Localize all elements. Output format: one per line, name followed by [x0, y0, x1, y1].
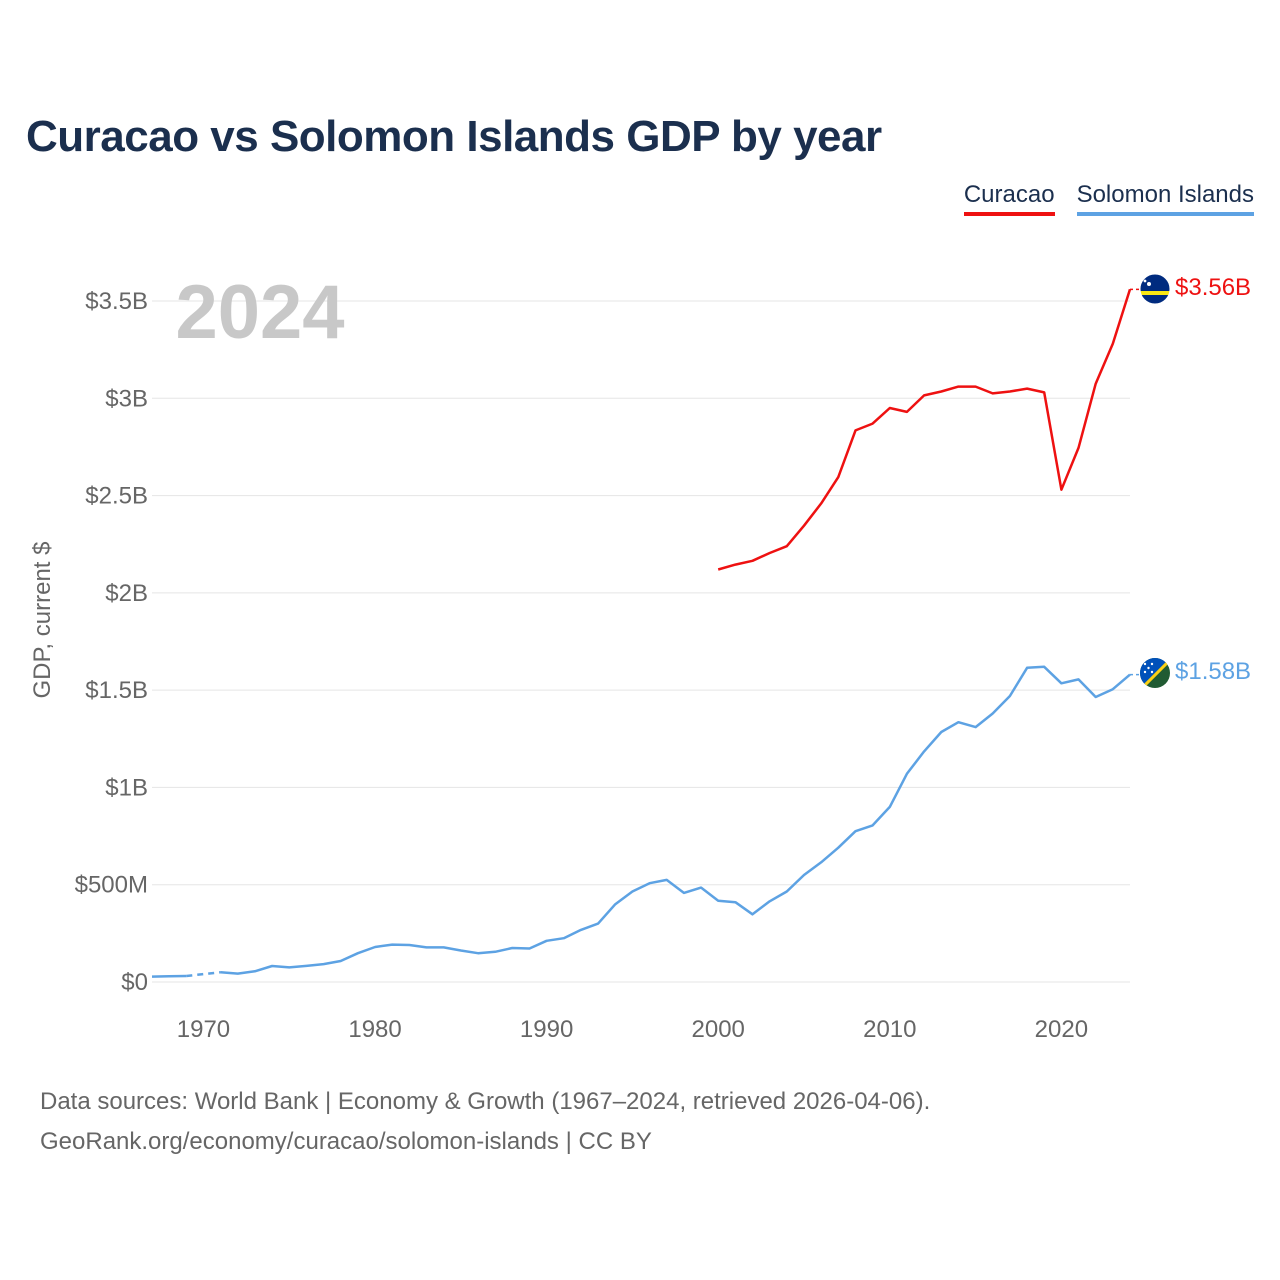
end-value-label-solomon-islands: $1.58B	[1175, 658, 1251, 685]
footer: Data sources: World Bank | Economy & Gro…	[40, 1082, 930, 1162]
series-line-curacao	[717, 288, 1132, 571]
series-line-solomon-islands	[220, 665, 1131, 975]
grid-lines	[152, 300, 1130, 983]
year-watermark: 2024	[175, 270, 344, 355]
y-tick-label: $3.5B	[85, 288, 148, 315]
x-tick-label: 2020	[1035, 1016, 1088, 1043]
x-axis-ticks: 1970 1980 1990 2000 2010 2020	[177, 1016, 1088, 1043]
y-tick-label: $2.5B	[85, 483, 148, 510]
series-lines	[151, 288, 1140, 978]
x-tick-label: 1970	[177, 1016, 230, 1043]
gdp-line-chart: $0 $500M $1B $1.5B $2B $2.5B $3B $3.5B 1970 1980…	[29, 270, 1251, 1043]
y-tick-label: $1B	[105, 774, 148, 801]
x-tick-label: 2010	[863, 1016, 916, 1043]
legend: Curacao Solomon Islands	[963, 181, 1254, 216]
x-tick-label: 2000	[692, 1016, 745, 1043]
legend-item-solomon-islands[interactable]: Solomon Islands	[1076, 181, 1254, 216]
chart-title: Curacao vs Solomon Islands GDP by year	[26, 112, 882, 161]
y-tick-label: $0	[121, 969, 148, 996]
y-tick-label: $500M	[75, 872, 148, 899]
curacao-flag-icon	[1140, 274, 1170, 304]
end-value-label-curacao: $3.56B	[1175, 274, 1251, 301]
y-axis-ticks: $0 $500M $1B $1.5B $2B $2.5B $3B $3.5B	[75, 288, 148, 996]
y-tick-label: $2B	[105, 580, 148, 607]
data-source-note: Data sources: World Bank | Economy & Gro…	[40, 1088, 931, 1115]
y-tick-label: $1.5B	[85, 677, 148, 704]
y-tick-label: $3B	[105, 385, 148, 412]
x-tick-label: 1980	[348, 1016, 401, 1043]
y-axis-label: GDP, current $	[29, 542, 56, 699]
x-tick-label: 1990	[520, 1016, 573, 1043]
attribution-link[interactable]: GeoRank.org/economy/curacao/solomon-isla…	[40, 1128, 652, 1155]
series-gap-solomon-islands	[186, 971, 221, 978]
legend-item-curacao[interactable]: Curacao	[963, 181, 1055, 216]
series-line-solomon-islands	[151, 974, 187, 978]
solomon-islands-flag-icon	[1140, 658, 1170, 688]
